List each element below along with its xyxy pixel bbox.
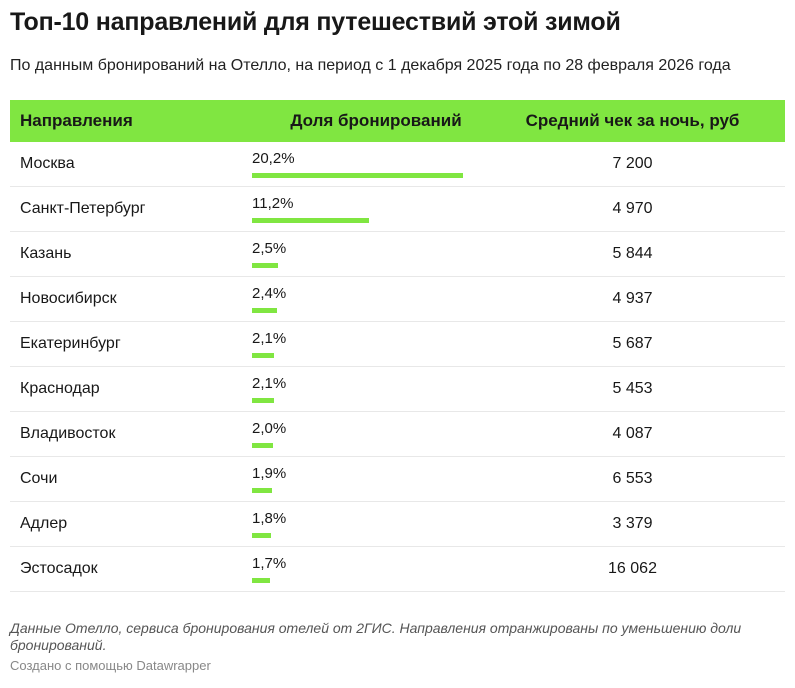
share-label: 2,4% bbox=[252, 285, 287, 302]
city-name: Адлер bbox=[20, 515, 68, 532]
share-label: 2,5% bbox=[252, 240, 287, 257]
share-cell: 2,1% bbox=[252, 367, 480, 411]
share-bar bbox=[252, 353, 274, 358]
avg-price: 3 379 bbox=[612, 515, 653, 532]
share-cell: 2,0% bbox=[252, 412, 480, 456]
share-bar bbox=[252, 308, 278, 313]
city-name: Москва bbox=[20, 155, 75, 172]
share-label: 1,8% bbox=[252, 510, 287, 527]
share-label: 11,2% bbox=[252, 195, 294, 212]
chart-title: Топ-10 направлений для путешествий этой … bbox=[10, 8, 621, 36]
share-label: 20,2% bbox=[252, 150, 295, 167]
share-cell: 2,1% bbox=[252, 322, 480, 366]
share-cell: 20,2% bbox=[252, 142, 480, 186]
column-header-share[interactable]: Доля бронирований bbox=[290, 111, 462, 130]
avg-price: 7 200 bbox=[612, 155, 653, 172]
share-label: 1,7% bbox=[252, 555, 287, 572]
share-cell: 2,4% bbox=[252, 277, 480, 321]
avg-price: 16 062 bbox=[608, 560, 657, 577]
data-table: Направления Доля бронирований Средний че… bbox=[10, 100, 785, 592]
avg-price: 4 087 bbox=[612, 425, 653, 442]
share-label: 2,1% bbox=[252, 330, 287, 347]
share-bar bbox=[252, 398, 274, 403]
city-name: Казань bbox=[20, 245, 72, 262]
column-header-destination[interactable]: Направления bbox=[20, 111, 133, 130]
share-cell: 1,9% bbox=[252, 457, 480, 501]
share-label: 2,0% bbox=[252, 420, 287, 437]
share-cell: 1,8% bbox=[252, 502, 480, 546]
avg-price: 5 453 bbox=[612, 380, 653, 397]
city-name: Эстосадок bbox=[20, 560, 98, 577]
city-name: Екатеринбург bbox=[20, 335, 121, 352]
avg-price: 4 937 bbox=[612, 290, 653, 307]
share-bar bbox=[252, 578, 270, 583]
table-body: Москва 20,2% 7 200 Санкт-Петербург 11,2% 4 97… bbox=[10, 142, 785, 592]
column-header-avg-price[interactable]: Средний чек за ночь, руб bbox=[525, 111, 740, 130]
avg-price: 6 553 bbox=[612, 470, 653, 487]
share-bar bbox=[252, 443, 273, 448]
share-bar bbox=[252, 488, 272, 493]
table-row: Краснодар 2,1% 5 453 bbox=[10, 367, 785, 412]
table-header: Направления Доля бронирований Средний че… bbox=[10, 100, 785, 142]
table-row: Новосибирск 2,4% 4 937 bbox=[10, 277, 785, 322]
notes: Данные Отелло, сервиса бронирования отел… bbox=[10, 620, 742, 653]
share-bar bbox=[252, 218, 369, 223]
table-row: Москва 20,2% 7 200 bbox=[10, 142, 785, 187]
avg-price: 5 844 bbox=[612, 245, 653, 262]
share-label: 2,1% bbox=[252, 375, 287, 392]
city-name: Сочи bbox=[20, 470, 58, 487]
share-bar bbox=[252, 173, 463, 178]
share-label: 1,9% bbox=[252, 465, 287, 482]
chart-subtitle: По данным бронирований на Отелло, на пер… bbox=[10, 57, 731, 74]
table-row: Екатеринбург 2,1% 5 687 bbox=[10, 322, 785, 367]
avg-price: 4 970 bbox=[612, 200, 653, 217]
table-row: Казань 2,5% 5 844 bbox=[10, 232, 785, 277]
table-row: Адлер 1,8% 3 379 bbox=[10, 502, 785, 547]
table-row: Сочи 1,9% 6 553 bbox=[10, 457, 785, 502]
table-row: Эстосадок 1,7% 16 062 bbox=[10, 547, 785, 592]
city-name: Владивосток bbox=[20, 425, 116, 442]
avg-price: 5 687 bbox=[612, 335, 653, 352]
share-cell: 11,2% bbox=[252, 187, 480, 231]
share-bar bbox=[252, 263, 279, 268]
share-bar bbox=[252, 533, 271, 538]
share-cell: 1,7% bbox=[252, 547, 480, 591]
share-cell: 2,5% bbox=[252, 232, 480, 276]
credit: Создано с помощью Datawrapper bbox=[10, 658, 211, 673]
city-name: Новосибирск bbox=[20, 290, 117, 307]
city-name: Санкт-Петербург bbox=[20, 200, 146, 217]
table-row: Владивосток 2,0% 4 087 bbox=[10, 412, 785, 457]
city-name: Краснодар bbox=[20, 380, 100, 397]
table-row: Санкт-Петербург 11,2% 4 970 bbox=[10, 187, 785, 232]
